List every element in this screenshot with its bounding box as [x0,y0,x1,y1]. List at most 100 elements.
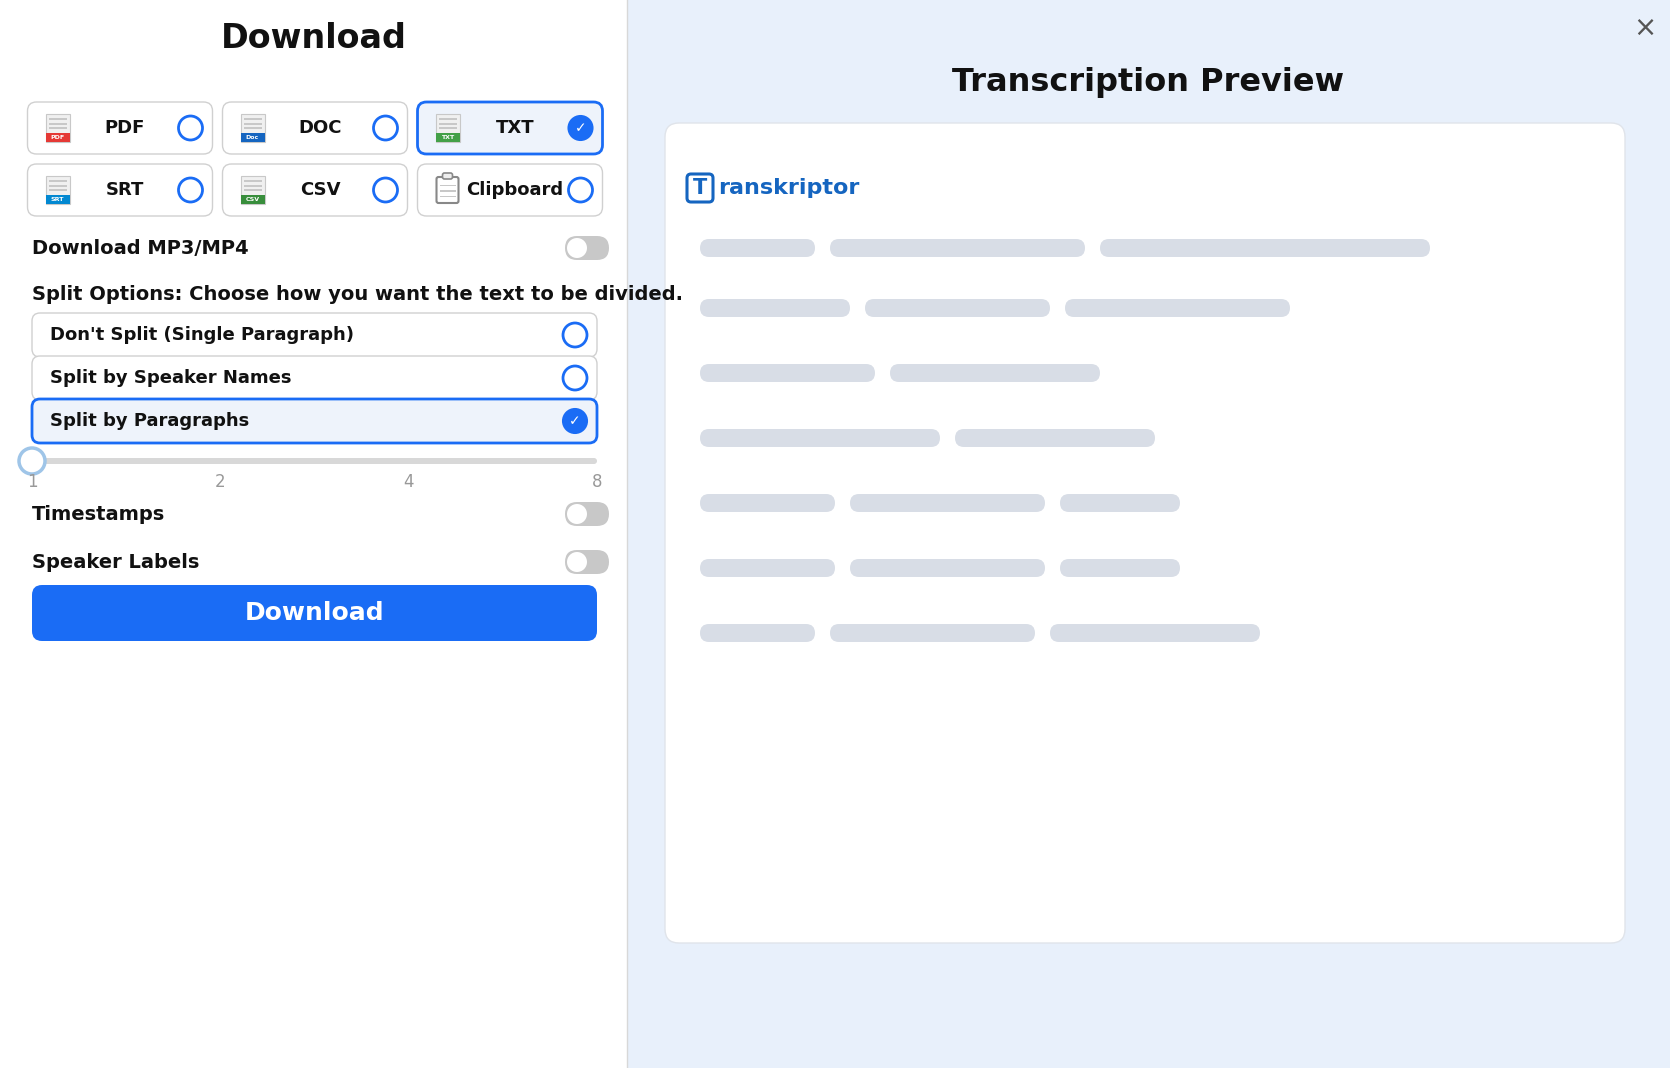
FancyBboxPatch shape [222,164,407,216]
Text: Transcription Preview: Transcription Preview [952,67,1344,98]
FancyBboxPatch shape [830,239,1086,257]
FancyBboxPatch shape [27,103,212,154]
FancyBboxPatch shape [32,356,596,400]
FancyBboxPatch shape [443,173,453,179]
FancyBboxPatch shape [626,0,1670,1068]
FancyBboxPatch shape [439,190,456,191]
Text: PDF: PDF [105,119,145,137]
FancyBboxPatch shape [700,299,850,317]
Text: ✓: ✓ [569,414,581,428]
FancyBboxPatch shape [1101,239,1430,257]
Text: SRT: SRT [105,180,144,199]
FancyBboxPatch shape [32,585,596,641]
FancyBboxPatch shape [244,180,262,182]
Circle shape [18,447,45,474]
Text: 1: 1 [27,473,37,491]
FancyBboxPatch shape [240,176,264,204]
FancyBboxPatch shape [865,299,1050,317]
FancyBboxPatch shape [564,236,610,260]
Circle shape [568,116,593,140]
Circle shape [568,552,586,572]
FancyBboxPatch shape [700,494,835,512]
Text: ranskriptor: ranskriptor [718,178,860,198]
FancyBboxPatch shape [32,458,596,464]
FancyBboxPatch shape [830,624,1035,642]
FancyBboxPatch shape [436,134,459,142]
Text: Download: Download [245,601,384,625]
FancyBboxPatch shape [700,429,940,447]
FancyBboxPatch shape [1050,624,1259,642]
FancyBboxPatch shape [45,134,70,142]
Text: DOC: DOC [299,119,342,137]
Text: CSV: CSV [245,197,259,202]
Circle shape [568,238,586,258]
FancyBboxPatch shape [244,123,262,125]
Text: Speaker Labels: Speaker Labels [32,552,199,571]
FancyBboxPatch shape [27,164,212,216]
Text: TXT: TXT [496,119,534,137]
FancyBboxPatch shape [240,134,264,142]
FancyBboxPatch shape [1060,559,1181,577]
Text: 2: 2 [215,473,225,491]
FancyBboxPatch shape [244,119,262,120]
FancyBboxPatch shape [45,176,70,204]
FancyBboxPatch shape [48,127,67,129]
FancyBboxPatch shape [955,429,1156,447]
FancyBboxPatch shape [700,559,835,577]
FancyBboxPatch shape [436,114,459,142]
FancyBboxPatch shape [45,114,70,142]
FancyBboxPatch shape [48,123,67,125]
FancyBboxPatch shape [45,195,70,204]
FancyBboxPatch shape [240,114,264,142]
FancyBboxPatch shape [564,502,610,527]
Text: T: T [693,178,706,198]
FancyBboxPatch shape [244,127,262,129]
Text: Doc: Doc [245,135,259,140]
Text: SRT: SRT [50,197,63,202]
FancyBboxPatch shape [439,185,456,186]
Text: 8: 8 [591,473,603,491]
FancyBboxPatch shape [48,180,67,182]
FancyBboxPatch shape [439,119,456,120]
FancyBboxPatch shape [240,195,264,204]
FancyBboxPatch shape [439,127,456,129]
Text: 4: 4 [404,473,414,491]
Circle shape [568,504,586,524]
FancyBboxPatch shape [32,399,596,443]
FancyBboxPatch shape [850,494,1045,512]
FancyBboxPatch shape [439,195,456,197]
FancyBboxPatch shape [439,123,456,125]
Text: Download MP3/MP4: Download MP3/MP4 [32,238,249,257]
Text: ✓: ✓ [574,121,586,135]
Text: TXT: TXT [441,135,454,140]
FancyBboxPatch shape [850,559,1045,577]
FancyBboxPatch shape [48,189,67,191]
Text: Timestamps: Timestamps [32,504,165,523]
FancyBboxPatch shape [665,123,1625,943]
Text: Split by Speaker Names: Split by Speaker Names [50,370,292,387]
Text: Download: Download [220,21,407,54]
Text: ×: × [1633,14,1657,42]
FancyBboxPatch shape [244,189,262,191]
Circle shape [563,409,586,433]
FancyBboxPatch shape [564,550,610,574]
Text: Split Options: Choose how you want the text to be divided.: Split Options: Choose how you want the t… [32,285,683,304]
FancyBboxPatch shape [1065,299,1289,317]
Text: Don't Split (Single Paragraph): Don't Split (Single Paragraph) [50,326,354,344]
FancyBboxPatch shape [700,364,875,382]
FancyBboxPatch shape [1060,494,1181,512]
FancyBboxPatch shape [32,313,596,357]
FancyBboxPatch shape [890,364,1101,382]
FancyBboxPatch shape [700,239,815,257]
FancyBboxPatch shape [222,103,407,154]
Text: PDF: PDF [50,135,65,140]
FancyBboxPatch shape [418,103,603,154]
Text: CSV: CSV [299,180,341,199]
FancyBboxPatch shape [48,119,67,120]
FancyBboxPatch shape [244,185,262,187]
FancyBboxPatch shape [418,164,603,216]
FancyBboxPatch shape [48,185,67,187]
Text: Split by Paragraphs: Split by Paragraphs [50,412,249,430]
FancyBboxPatch shape [700,624,815,642]
Text: Clipboard: Clipboard [466,180,563,199]
